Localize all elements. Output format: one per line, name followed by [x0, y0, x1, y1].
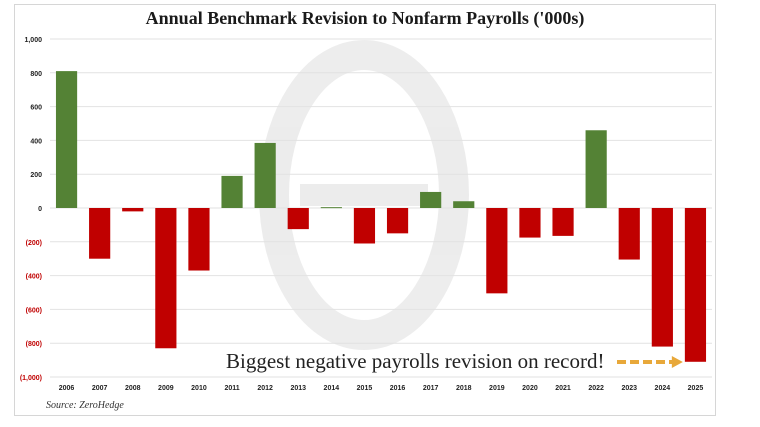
bar [287, 208, 309, 230]
x-tick-label: 2015 [357, 385, 373, 392]
x-tick-label: 2017 [423, 385, 439, 392]
bar [486, 208, 508, 294]
bar [519, 208, 541, 238]
y-tick-label: 600 [30, 105, 42, 112]
x-tick-label: 2014 [324, 385, 340, 392]
x-tick-label: 2021 [555, 385, 571, 392]
x-tick-label: 2010 [191, 385, 207, 392]
x-tick-label: 2019 [489, 385, 505, 392]
y-tick-label: (1,000) [20, 375, 42, 382]
x-tick-label: 2024 [655, 385, 671, 392]
x-tick-label: 2009 [158, 385, 174, 392]
bar [420, 191, 442, 208]
y-tick-label: 1,000 [24, 37, 42, 44]
bar [221, 175, 243, 208]
x-tick-label: 2013 [290, 385, 306, 392]
x-tick-label: 2012 [257, 385, 273, 392]
y-tick-label: 0 [38, 206, 42, 213]
x-tick-label: 2006 [59, 385, 75, 392]
bar [155, 208, 177, 349]
x-tick-label: 2020 [522, 385, 538, 392]
y-tick-label: (800) [26, 341, 42, 348]
bar [55, 71, 78, 208]
x-tick-label: 2016 [390, 385, 406, 392]
bar [320, 207, 342, 209]
x-tick-label: 2018 [456, 385, 472, 392]
y-tick-label: 800 [30, 71, 42, 78]
chart-annotation: Biggest negative payrolls revision on re… [226, 349, 605, 373]
annotation-arrow-head [671, 356, 683, 368]
bar [89, 208, 111, 259]
bar [254, 142, 276, 208]
x-tick-label: 2007 [92, 385, 108, 392]
bar [188, 208, 210, 271]
bar [684, 208, 707, 362]
y-tick-label: 400 [30, 138, 42, 145]
bar [651, 208, 673, 347]
bar [386, 208, 409, 234]
chart-title: Annual Benchmark Revision to Nonfarm Pay… [145, 8, 585, 28]
y-tick-label: (200) [26, 240, 42, 247]
x-tick-label: 2023 [621, 385, 637, 392]
x-tick-label: 2008 [125, 385, 141, 392]
y-tick-label: 200 [30, 172, 42, 179]
bar [585, 130, 607, 208]
bar [552, 208, 574, 236]
x-tick-label: 2025 [688, 385, 704, 392]
source-note: Source: ZeroHedge [46, 400, 124, 411]
y-tick-label: (600) [26, 307, 42, 314]
bar [122, 208, 144, 212]
bar [618, 208, 640, 260]
y-tick-label: (400) [26, 274, 42, 281]
x-tick-label: 2022 [588, 385, 604, 392]
bar [453, 201, 475, 208]
bar [353, 208, 376, 244]
x-tick-label: 2011 [224, 385, 239, 392]
